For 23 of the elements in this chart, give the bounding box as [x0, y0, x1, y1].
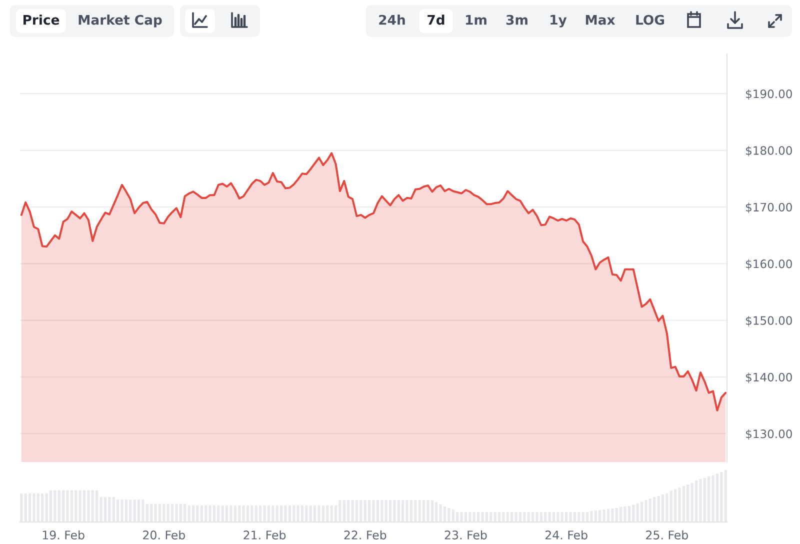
- y-tick-label: $180.00: [746, 146, 792, 156]
- text: Max: [586, 15, 616, 25]
- text: LOG: [636, 14, 664, 25]
- x-tick-label: 21. Feb: [244, 530, 286, 540]
- x-tick-label: 25. Feb: [646, 530, 688, 540]
- text: Market Cap: [78, 14, 162, 28]
- x-tick-label: 23. Feb: [444, 530, 487, 540]
- y-tick-label: $130.00: [746, 429, 792, 440]
- x-tick-label: 20. Feb: [143, 530, 185, 540]
- y-tick-label: $190.00: [746, 89, 792, 100]
- text: Price: [23, 14, 60, 25]
- x-tick-label: 22. Feb: [344, 530, 386, 540]
- x-tick-label: 24. Feb: [545, 530, 588, 540]
- y-tick-label: $140.00: [746, 372, 792, 384]
- x-tick-label: 19. Feb: [42, 530, 84, 540]
- text: 7d: [428, 14, 444, 25]
- y-tick-label: $150.00: [746, 316, 792, 326]
- text: 1m: [466, 15, 486, 25]
- text: 3m: [506, 14, 528, 25]
- text: 24h: [379, 14, 405, 25]
- y-tick-label: $160.00: [746, 259, 792, 270]
- text: 1y: [550, 14, 567, 28]
- y-tick-label: $170.00: [746, 202, 792, 214]
